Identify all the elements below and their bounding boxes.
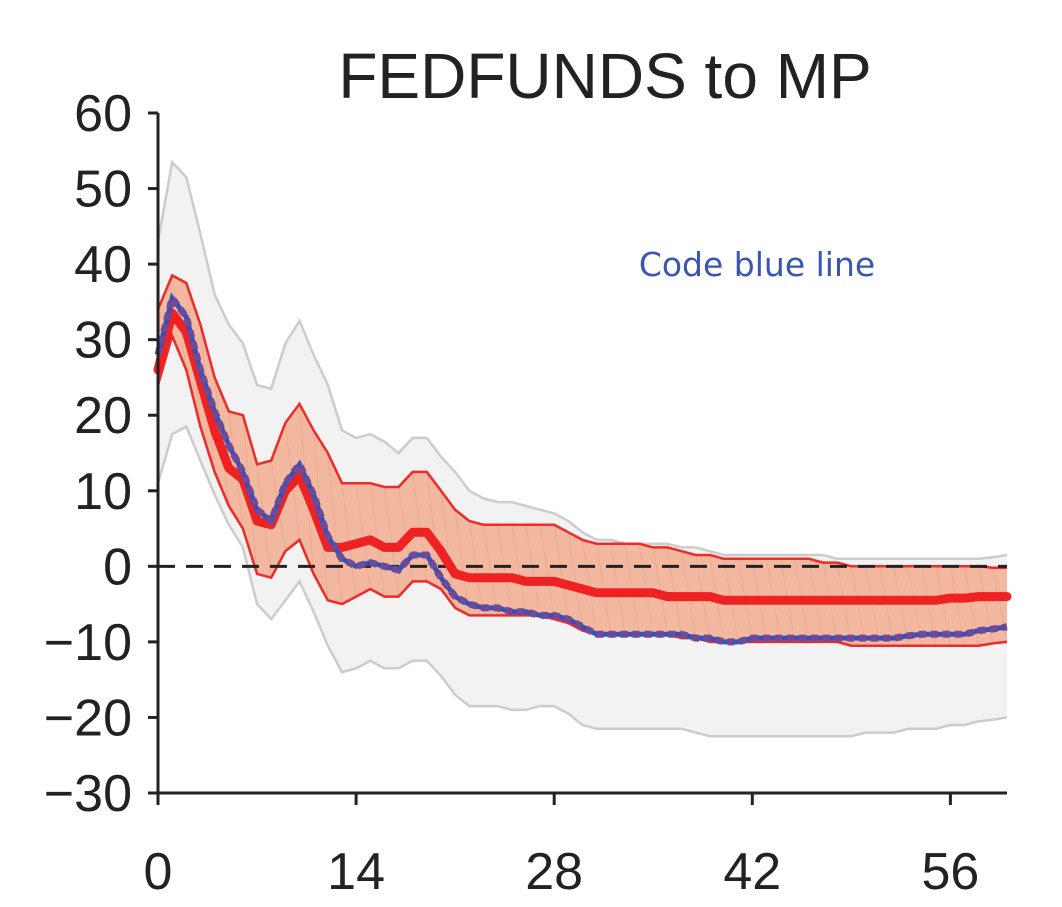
y-tick-label: 0 xyxy=(103,538,132,596)
band-mesh-line xyxy=(567,532,583,631)
y-tick-label: −30 xyxy=(44,765,132,823)
y-tick-label: −20 xyxy=(44,689,132,747)
band-mesh-line xyxy=(850,566,866,646)
band-mesh-line xyxy=(355,483,371,590)
axes: 60 50 40 30 20 10 0 −10 −20 −30 0 14 28 42 56 xyxy=(44,85,1007,901)
x-tick-label: 14 xyxy=(327,843,385,901)
band-mesh-line xyxy=(539,524,555,620)
y-tick-label: 30 xyxy=(74,312,132,370)
band-mesh-line xyxy=(893,566,909,646)
band-mesh-line xyxy=(468,520,484,616)
confidence-bands xyxy=(156,159,1008,738)
y-tick-label: −10 xyxy=(44,614,132,672)
y-tick-label: 60 xyxy=(74,85,132,143)
band-mesh-line xyxy=(497,524,513,616)
band-mesh-line xyxy=(412,471,428,582)
inner-confidence-band xyxy=(158,275,1007,646)
band-mesh-line xyxy=(440,490,456,608)
band-mesh-line xyxy=(327,452,343,605)
x-axis-ticks: 0 14 28 42 56 xyxy=(144,793,979,901)
band-mesh-line xyxy=(553,524,569,624)
code-blue-line-annotation: Code blue line xyxy=(639,245,875,284)
band-mesh-line xyxy=(341,483,357,597)
code-line xyxy=(154,290,1008,646)
x-tick-label: 56 xyxy=(921,843,979,901)
x-tick-label: 28 xyxy=(525,843,583,901)
median-line xyxy=(153,308,1012,605)
band-mesh-line xyxy=(879,566,895,646)
outer-band-lower-edge xyxy=(156,424,1008,738)
y-tick-label: 50 xyxy=(74,161,132,219)
band-mesh-line xyxy=(511,524,527,616)
series-lines xyxy=(153,290,1012,646)
outer-band-upper-edge xyxy=(156,159,1008,561)
band-mesh-line xyxy=(525,524,541,616)
band-mesh-line xyxy=(454,509,470,616)
inner-band-lower-edge xyxy=(156,332,1008,647)
y-axis-ticks: 60 50 40 30 20 10 0 −10 −20 −30 xyxy=(44,85,158,823)
x-tick-label: 42 xyxy=(723,843,781,901)
y-tick-label: 20 xyxy=(74,387,132,445)
y-tick-label: 40 xyxy=(74,236,132,294)
band-mesh-line xyxy=(865,566,881,646)
band-mesh-line xyxy=(483,524,498,616)
y-tick-label: 10 xyxy=(74,463,132,521)
x-tick-label: 0 xyxy=(144,843,173,901)
chart-title: FEDFUNDS to MP xyxy=(338,40,871,112)
band-mesh-line xyxy=(384,486,399,597)
